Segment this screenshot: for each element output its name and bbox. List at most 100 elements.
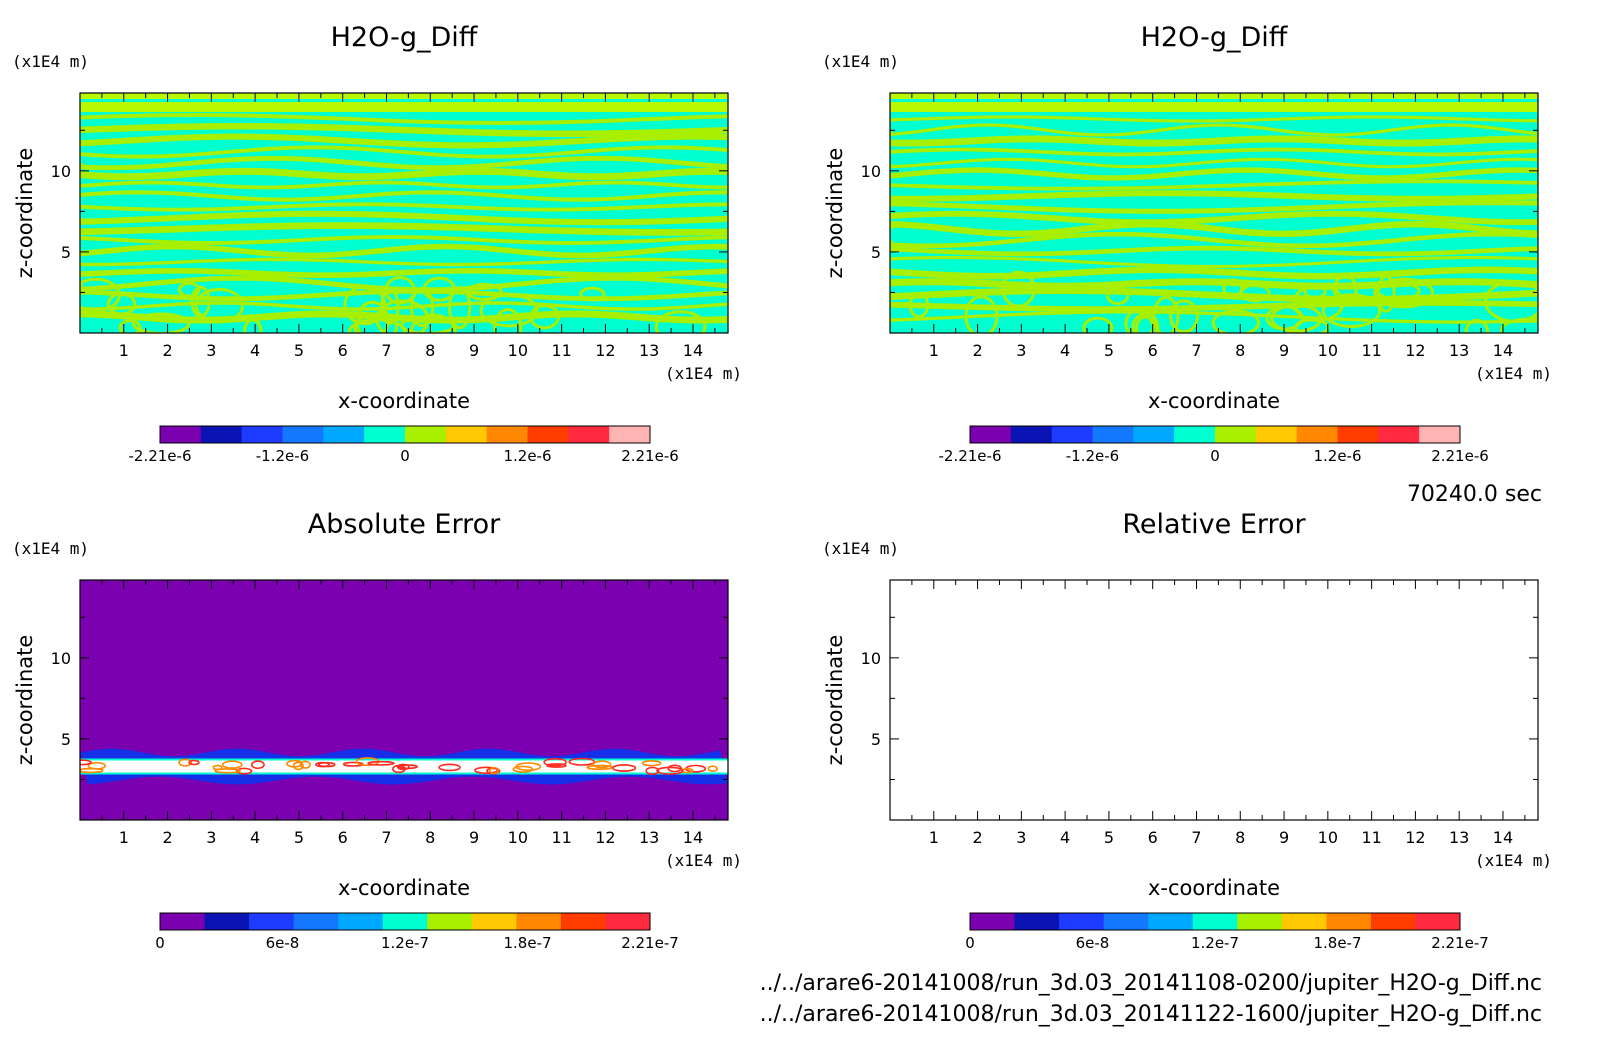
colorbar-frame bbox=[159, 912, 651, 931]
fill-stripe bbox=[80, 133, 728, 149]
colorbar-swatch bbox=[1192, 913, 1238, 930]
fill-swirl bbox=[1082, 316, 1114, 333]
x-tick-label: 10 bbox=[508, 341, 528, 360]
fill-swirl bbox=[410, 286, 435, 328]
y-unit-label: (x1E4 m) bbox=[822, 539, 899, 558]
fill-swirl bbox=[1303, 284, 1327, 300]
colorbar-label: 0 bbox=[155, 934, 165, 952]
y-unit-label: (x1E4 m) bbox=[12, 52, 89, 71]
colorbar-swatch bbox=[1370, 913, 1416, 930]
fill-stripe bbox=[890, 210, 1538, 226]
fill-stripe bbox=[80, 180, 728, 190]
fill-swirl bbox=[178, 281, 201, 298]
x-tick-label: 6 bbox=[1148, 341, 1158, 360]
fill-swirl bbox=[1124, 307, 1156, 333]
fill-stripe bbox=[80, 122, 728, 138]
x-tick-label: 12 bbox=[595, 341, 615, 360]
fill-swirl bbox=[118, 319, 142, 333]
y-tick-label: 5 bbox=[61, 730, 71, 749]
fill-error-contour bbox=[292, 761, 304, 771]
x-tick-label: 7 bbox=[381, 828, 391, 847]
fill-stripe bbox=[890, 300, 1538, 312]
colorbar-swatch bbox=[1296, 426, 1338, 443]
y-axis-label: z-coordinate bbox=[13, 635, 37, 766]
plot-frame bbox=[79, 92, 729, 334]
colorbar-swatch bbox=[249, 913, 295, 930]
fill-swirl bbox=[1373, 277, 1435, 309]
x-tick-label: 4 bbox=[1060, 341, 1070, 360]
x-axis-label: x-coordinate bbox=[338, 876, 470, 900]
fill-stripe bbox=[80, 112, 728, 126]
fill-swirl bbox=[1222, 278, 1244, 298]
colorbar-swatch bbox=[1133, 426, 1175, 443]
fill-stripe bbox=[80, 145, 728, 159]
chart-panel-0: H2O-g_Diff(x1E4 m)1 2 3 4 5 6 7 8 9 10 11 12 13 14510… bbox=[12, 22, 742, 465]
fill-band bbox=[890, 93, 1538, 99]
x-tick-label: 9 bbox=[469, 828, 479, 847]
colorbar-label: 1.2e-7 bbox=[381, 934, 429, 952]
colorbar-label: -1.2e-6 bbox=[1066, 447, 1119, 465]
plot-fill bbox=[890, 580, 1538, 820]
fill-stripe bbox=[890, 220, 1538, 238]
x-tick-label: 5 bbox=[294, 341, 304, 360]
y-tick-label: 5 bbox=[61, 243, 71, 262]
x-tick-label: 13 bbox=[1449, 341, 1469, 360]
fill-stripe bbox=[80, 167, 728, 181]
colorbar-swatch bbox=[282, 426, 324, 443]
x-tick-label: 1 bbox=[929, 341, 939, 360]
fill-stripe bbox=[80, 190, 728, 202]
colorbar-swatch bbox=[1014, 913, 1060, 930]
colorbar-swatch bbox=[970, 426, 1012, 443]
x-tick-label: 8 bbox=[425, 341, 435, 360]
x-tick-label: 9 bbox=[1279, 828, 1289, 847]
colorbar-swatch bbox=[1051, 426, 1093, 443]
fill-error-contour bbox=[80, 759, 92, 766]
colorbar-label: 0 bbox=[400, 447, 410, 465]
colorbar-swatch bbox=[560, 913, 606, 930]
colorbar-swatch bbox=[605, 913, 651, 930]
fill-swirl bbox=[964, 295, 999, 333]
time-label: 70240.0 sec bbox=[1407, 482, 1542, 507]
fill-swirl bbox=[908, 292, 930, 319]
colorbar-swatch bbox=[609, 426, 651, 443]
x-tick-label: 13 bbox=[1449, 828, 1469, 847]
y-axis-label: z-coordinate bbox=[823, 148, 847, 279]
fill-error-contour bbox=[438, 763, 461, 772]
fill-error-contour bbox=[707, 765, 718, 773]
plot-fill bbox=[890, 93, 1538, 333]
colorbar-swatch bbox=[382, 913, 428, 930]
y-axis-label: z-coordinate bbox=[13, 148, 37, 279]
fill-error-contour bbox=[641, 760, 662, 767]
plot-frame bbox=[79, 579, 729, 821]
fill-base bbox=[890, 580, 1538, 820]
plot-frame bbox=[889, 92, 1539, 334]
fill-stripe bbox=[890, 157, 1538, 169]
fill-stripe bbox=[80, 155, 728, 171]
plot-fill bbox=[80, 580, 728, 820]
colorbar-swatch bbox=[338, 913, 384, 930]
x-tick-label: 1 bbox=[929, 828, 939, 847]
fill-swirl bbox=[243, 318, 263, 333]
fill-swirl bbox=[529, 304, 560, 330]
colorbar-swatch bbox=[1337, 426, 1379, 443]
x-tick-label: 2 bbox=[972, 828, 982, 847]
fill-swirl bbox=[1131, 312, 1160, 333]
x-unit-label: (x1E4 m) bbox=[665, 364, 742, 383]
x-tick-label: 3 bbox=[1016, 828, 1026, 847]
fill-error-contour bbox=[87, 761, 107, 770]
colorbar-label: -2.21e-6 bbox=[129, 447, 192, 465]
colorbar-swatch bbox=[1092, 426, 1134, 443]
colorbar-swatch bbox=[1419, 426, 1461, 443]
chart-title: H2O-g_Diff bbox=[1141, 22, 1289, 53]
colorbar-swatch bbox=[516, 913, 562, 930]
colorbar-swatch bbox=[293, 913, 339, 930]
fill-swirl bbox=[1376, 281, 1421, 301]
fill-error-contour bbox=[214, 768, 242, 774]
y-tick-label: 5 bbox=[871, 243, 881, 262]
colorbar-swatch bbox=[970, 913, 1016, 930]
colorbar-swatch bbox=[1326, 913, 1372, 930]
x-tick-label: 14 bbox=[1493, 828, 1513, 847]
x-tick-label: 3 bbox=[206, 828, 216, 847]
x-tick-label: 13 bbox=[639, 828, 659, 847]
x-tick-label: 11 bbox=[551, 828, 571, 847]
